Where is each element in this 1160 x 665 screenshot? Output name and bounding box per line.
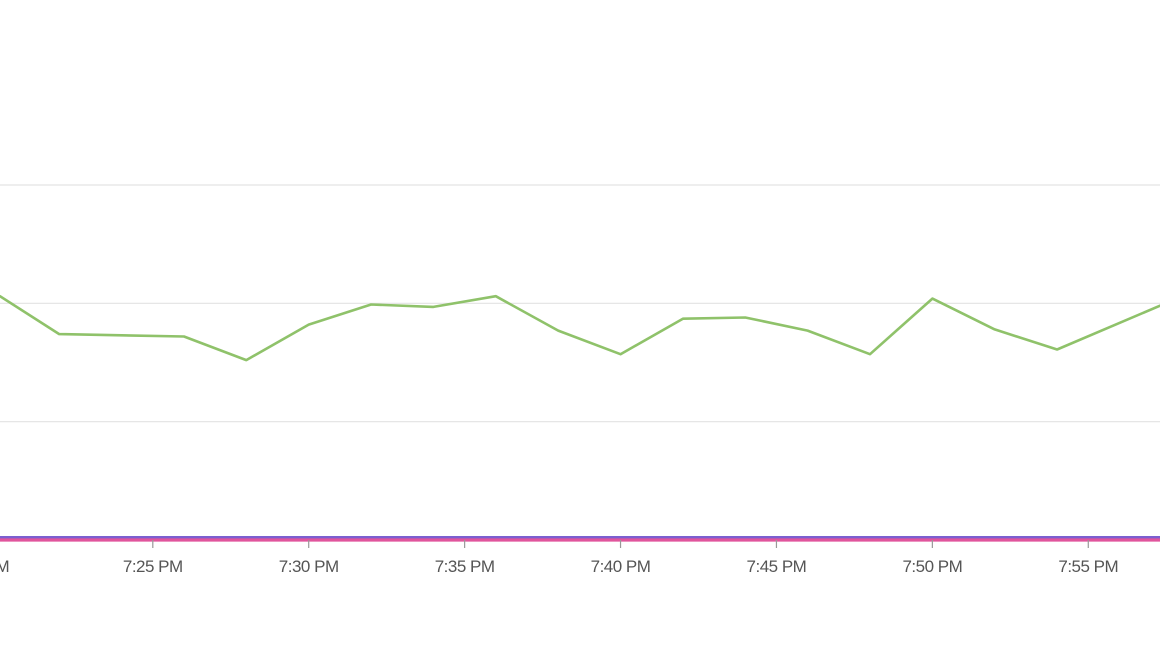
x-tick-label-1: PM xyxy=(0,557,9,576)
x-tick-label-8: 7:55 PM xyxy=(1058,557,1118,576)
x-tick-label-3: 7:30 PM xyxy=(279,557,339,576)
x-axis: PM 7:25 PM 7:30 PM 7:35 PM 7:40 PM 7:45 PM 7:5… xyxy=(0,540,1119,576)
x-tick-label-2: 7:25 PM xyxy=(123,557,183,576)
x-tick-label-7: 7:50 PM xyxy=(902,557,962,576)
x-tick-label-5: 7:40 PM xyxy=(591,557,651,576)
series-line-1 xyxy=(0,294,1160,362)
grid-layer xyxy=(0,184,1160,423)
x-tick-label-6: 7:45 PM xyxy=(747,557,807,576)
x-tick-label-4: 7:35 PM xyxy=(435,557,495,576)
series-layer xyxy=(0,294,1160,542)
